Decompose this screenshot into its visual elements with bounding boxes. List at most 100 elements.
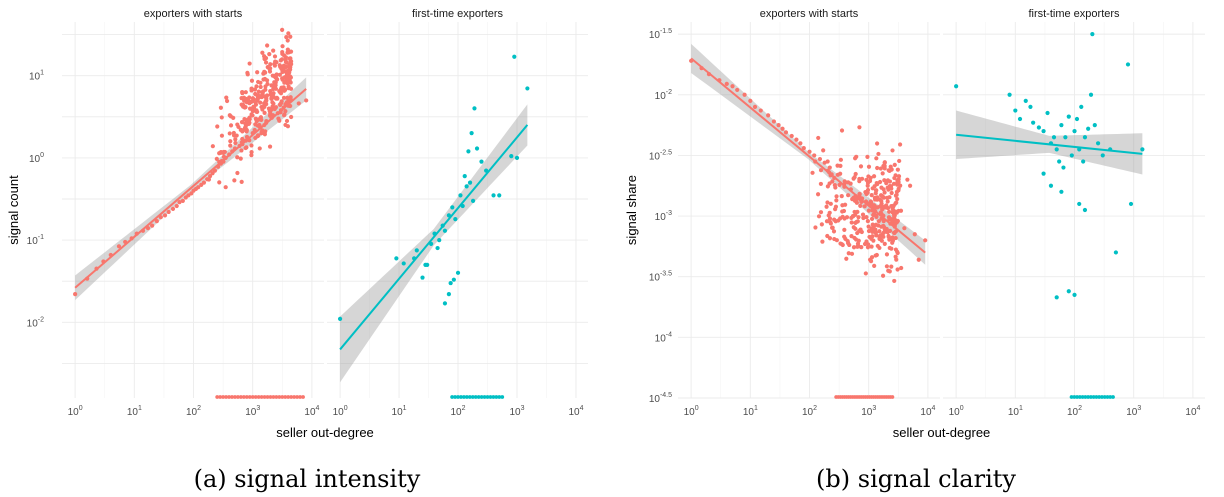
zero-point bbox=[271, 395, 276, 399]
data-point bbox=[844, 215, 850, 220]
data-point bbox=[166, 209, 171, 215]
data-point bbox=[304, 98, 309, 103]
data-point bbox=[881, 234, 886, 239]
data-point bbox=[491, 193, 496, 198]
data-point bbox=[285, 38, 290, 43]
x-tick-label: 101 bbox=[1008, 405, 1023, 418]
data-point bbox=[869, 226, 874, 231]
data-point bbox=[884, 264, 890, 269]
data-point bbox=[813, 225, 818, 230]
data-point bbox=[479, 159, 484, 164]
data-point bbox=[180, 198, 185, 203]
data-point bbox=[253, 100, 258, 105]
data-point bbox=[289, 62, 294, 67]
data-point bbox=[267, 108, 272, 114]
data-point bbox=[277, 118, 282, 123]
zero-point bbox=[274, 395, 279, 399]
data-point bbox=[268, 62, 273, 67]
data-point bbox=[890, 238, 896, 243]
data-point bbox=[899, 265, 904, 271]
data-point bbox=[1069, 153, 1074, 158]
data-point bbox=[812, 153, 817, 158]
data-point bbox=[896, 208, 901, 214]
data-point bbox=[1128, 201, 1134, 207]
data-point bbox=[509, 154, 514, 159]
data-point bbox=[1095, 141, 1101, 146]
data-point bbox=[472, 106, 477, 111]
zero-point bbox=[250, 395, 255, 399]
zero-point bbox=[1102, 395, 1107, 399]
data-point bbox=[866, 242, 871, 247]
data-point bbox=[818, 210, 824, 215]
y-tick-label: 101 bbox=[29, 70, 44, 83]
zero-point bbox=[298, 395, 302, 399]
data-point bbox=[1074, 116, 1080, 122]
zero-point bbox=[450, 395, 455, 399]
data-point bbox=[214, 156, 219, 161]
data-point bbox=[873, 191, 878, 196]
data-point bbox=[870, 234, 875, 239]
data-point bbox=[283, 122, 288, 128]
x-tick-label: 102 bbox=[1067, 405, 1082, 418]
zero-point bbox=[1094, 395, 1099, 399]
data-point bbox=[827, 210, 832, 215]
data-point bbox=[819, 222, 824, 227]
data-point bbox=[862, 241, 868, 247]
data-point bbox=[238, 156, 243, 161]
data-point bbox=[252, 87, 258, 92]
zero-point bbox=[218, 395, 223, 399]
data-point bbox=[260, 128, 265, 133]
data-point bbox=[1028, 104, 1033, 110]
data-point bbox=[242, 117, 247, 122]
data-point bbox=[254, 109, 259, 114]
data-point bbox=[846, 193, 851, 198]
data-point bbox=[897, 142, 903, 147]
data-point bbox=[846, 241, 851, 246]
data-point bbox=[262, 132, 267, 137]
y-axis-title: signal share bbox=[624, 175, 639, 245]
data-point bbox=[458, 193, 463, 198]
data-point bbox=[262, 102, 267, 107]
y-tick-label: 10-2 bbox=[655, 89, 672, 102]
data-point bbox=[824, 204, 829, 209]
data-point bbox=[1079, 104, 1084, 110]
data-point bbox=[875, 243, 880, 249]
zero-point bbox=[256, 395, 261, 399]
data-point bbox=[907, 183, 913, 188]
data-point bbox=[887, 217, 892, 222]
data-point bbox=[887, 269, 892, 274]
zero-point bbox=[1077, 395, 1082, 399]
zero-point bbox=[476, 395, 481, 399]
data-point bbox=[895, 167, 900, 172]
fit-line bbox=[74, 88, 307, 289]
data-point bbox=[853, 226, 858, 231]
zero-point bbox=[289, 395, 294, 399]
data-point bbox=[257, 146, 262, 151]
data-point bbox=[235, 170, 240, 176]
data-point bbox=[186, 193, 191, 198]
zero-point bbox=[1091, 395, 1096, 399]
data-point bbox=[834, 198, 839, 203]
data-point bbox=[852, 209, 857, 215]
data-point bbox=[881, 187, 886, 192]
data-point bbox=[885, 185, 890, 190]
zero-point bbox=[221, 395, 226, 399]
data-point bbox=[865, 180, 871, 186]
data-point bbox=[912, 232, 917, 237]
data-point bbox=[1023, 98, 1028, 103]
data-point bbox=[337, 316, 343, 322]
data-point bbox=[263, 84, 268, 89]
x-tick-label: 104 bbox=[1185, 405, 1200, 418]
data-point bbox=[455, 270, 461, 275]
data-point bbox=[224, 95, 229, 100]
zero-point bbox=[494, 395, 499, 399]
data-point bbox=[271, 48, 276, 53]
data-point bbox=[282, 80, 287, 85]
data-point bbox=[270, 73, 275, 78]
x-tick-label: 100 bbox=[68, 405, 83, 418]
data-point bbox=[849, 233, 854, 239]
data-point bbox=[873, 222, 879, 227]
zero-point bbox=[227, 395, 231, 399]
data-point bbox=[892, 214, 897, 220]
data-point bbox=[888, 184, 894, 189]
